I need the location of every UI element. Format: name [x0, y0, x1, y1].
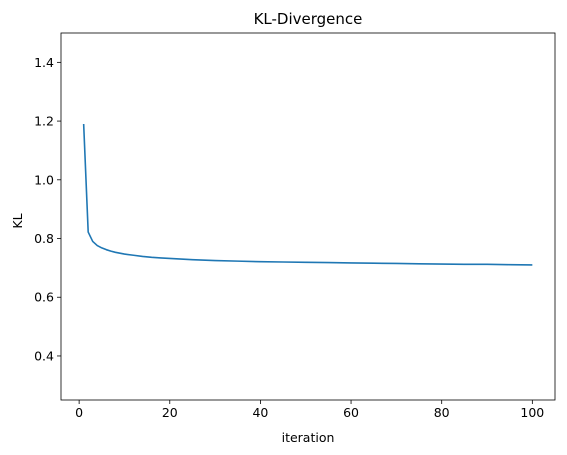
x-tick-label: 20 — [162, 405, 178, 420]
x-tick-label: 100 — [520, 405, 544, 420]
x-tick-label: 60 — [343, 405, 359, 420]
x-tick-label: 80 — [434, 405, 450, 420]
series-line-0 — [82, 123, 533, 266]
x-tick-label: 40 — [252, 405, 268, 420]
y-tick-label: 0.4 — [34, 348, 54, 363]
plot-frame — [60, 32, 556, 401]
y-tick-label: 1.2 — [34, 114, 54, 129]
y-tick-label: 1.4 — [34, 55, 54, 70]
y-tick-label: 0.8 — [34, 231, 54, 246]
x-tick-label: 0 — [75, 405, 83, 420]
chart-title: KL-Divergence — [254, 10, 363, 28]
y-tick-label: 1.0 — [34, 172, 54, 187]
y-tick-label: 0.6 — [34, 290, 54, 305]
plot-area: 0 20 40 60 80 100 0.4 0.6 0.8 1.0 1.2 1.4 — [34, 32, 556, 420]
x-axis-label: iteration — [282, 430, 335, 445]
y-axis-label: KL — [10, 213, 25, 228]
